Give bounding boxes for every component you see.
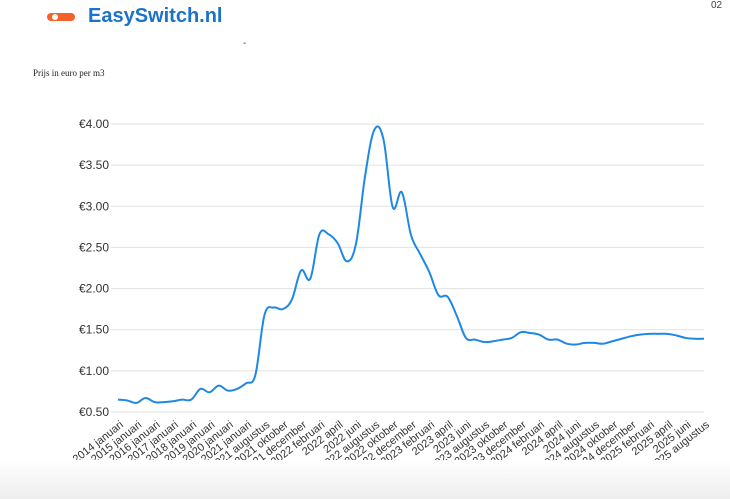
toggle-switch-icon[interactable] [47, 13, 75, 21]
price-line-chart: €0.50 €1.00 €1.50 €2.00 €2.50 €3.00 €3.50 €4.00… [71, 117, 713, 460]
header: EasySwitch.nl 02 [0, 0, 730, 40]
y-tick-label: €3.50 [79, 158, 109, 172]
y-tick-label: €2.00 [79, 282, 109, 296]
footer-fade [0, 460, 730, 499]
chart-series [117, 125, 705, 404]
y-tick-label: €1.00 [79, 364, 109, 378]
y-tick-label: €4.00 [79, 117, 109, 131]
chart-grid [111, 123, 704, 413]
separator-dash: - [243, 38, 247, 49]
y-tick-label: €2.50 [79, 240, 109, 254]
y-tick-label: €1.50 [79, 323, 109, 337]
price-series-line [117, 125, 705, 404]
chart-subtitle: Prijs in euro per m3 [33, 68, 105, 78]
y-tick-label: €0.50 [79, 405, 109, 419]
y-axis: €0.50 €1.00 €1.50 €2.00 €2.50 €3.00 €3.50 €4.00 [79, 117, 109, 419]
y-tick-label: €3.00 [79, 199, 109, 213]
corner-text: 02 [711, 0, 723, 11]
brand-logo-text[interactable]: EasySwitch.nl [88, 5, 223, 27]
